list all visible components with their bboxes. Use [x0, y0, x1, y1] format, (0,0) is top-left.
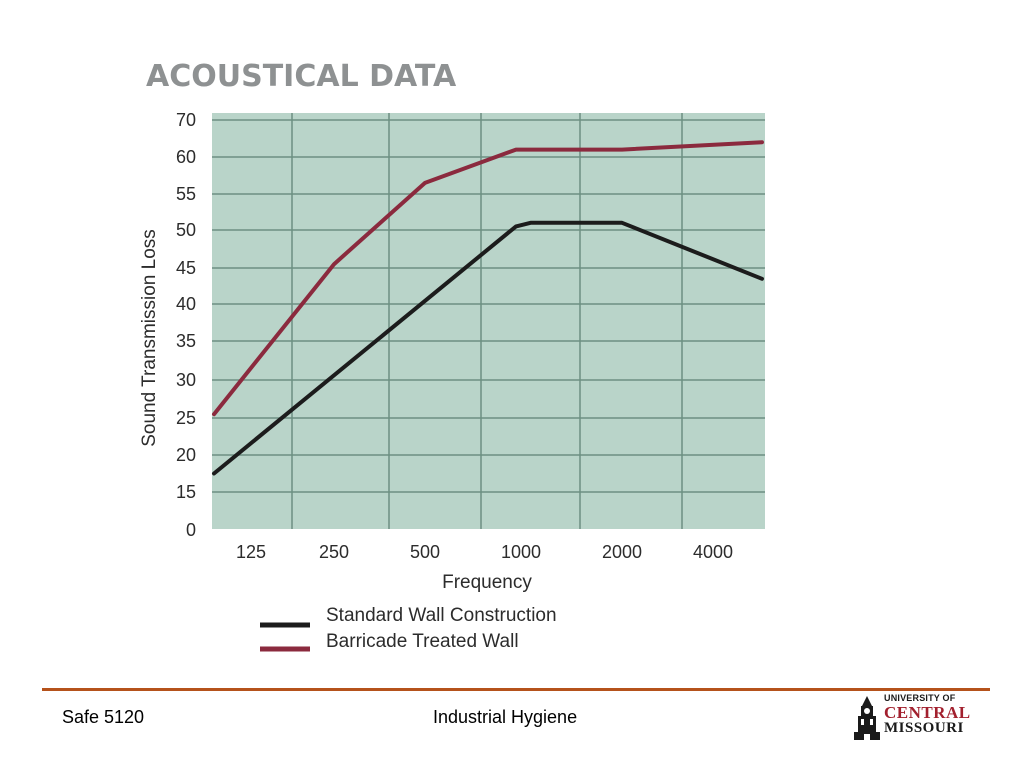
y-tick-label: 20 — [176, 445, 196, 465]
y-tick-label: 35 — [176, 331, 196, 351]
y-axis-ticks: 70 60 55 50 45 40 35 30 25 20 15 0 — [176, 110, 196, 540]
x-tick-label: 250 — [319, 542, 349, 562]
footer-divider — [42, 688, 990, 691]
y-tick-label: 40 — [176, 294, 196, 314]
y-tick-label: 30 — [176, 370, 196, 390]
x-axis-ticks: 125 250 500 1000 2000 4000 — [236, 542, 733, 562]
chart: ACOUSTICAL DATA 70605550454035302520150 … — [139, 59, 765, 652]
x-tick-label: 4000 — [693, 542, 733, 562]
course-title: Industrial Hygiene — [433, 707, 578, 727]
y-tick-label: 70 — [176, 110, 196, 130]
y-tick-label: 45 — [176, 258, 196, 278]
legend: Standard Wall Construction Barricade Tre… — [260, 605, 557, 652]
legend-label-standard-wall: Standard Wall Construction — [326, 605, 557, 626]
legend-label-barricade-wall: Barricade Treated Wall — [326, 631, 519, 652]
y-tick-label: 25 — [176, 408, 196, 428]
logo-line-university: UNIVERSITY OF — [884, 693, 956, 703]
series-line-barricade-wall — [212, 140, 764, 417]
plot-area — [212, 113, 765, 529]
y-tick-label: 55 — [176, 184, 196, 204]
y-tick-label: 0 — [186, 520, 196, 540]
course-code: Safe 5120 — [62, 707, 145, 727]
logo-line-central: CENTRAL — [884, 703, 971, 722]
x-axis-label: Frequency — [442, 572, 532, 593]
series-line-standard-wall — [212, 220, 764, 476]
university-logo: UNIVERSITY OF CENTRAL MISSOURI — [852, 694, 974, 744]
y-tick-label: 60 — [176, 147, 196, 167]
x-tick-label: 125 — [236, 542, 266, 562]
plot-background — [212, 113, 765, 529]
y-tick-label: 15 — [176, 482, 196, 502]
clock-tower-icon — [854, 696, 880, 740]
y-axis-label: Sound Transmission Loss — [139, 229, 160, 447]
x-tick-label: 500 — [410, 542, 440, 562]
x-tick-label: 2000 — [602, 542, 642, 562]
chart-title: ACOUSTICAL DATA — [146, 59, 457, 94]
logo-line-missouri: MISSOURI — [884, 720, 964, 736]
x-tick-label: 1000 — [501, 542, 541, 562]
y-tick-label: 50 — [176, 220, 196, 240]
series-lines — [212, 140, 764, 476]
